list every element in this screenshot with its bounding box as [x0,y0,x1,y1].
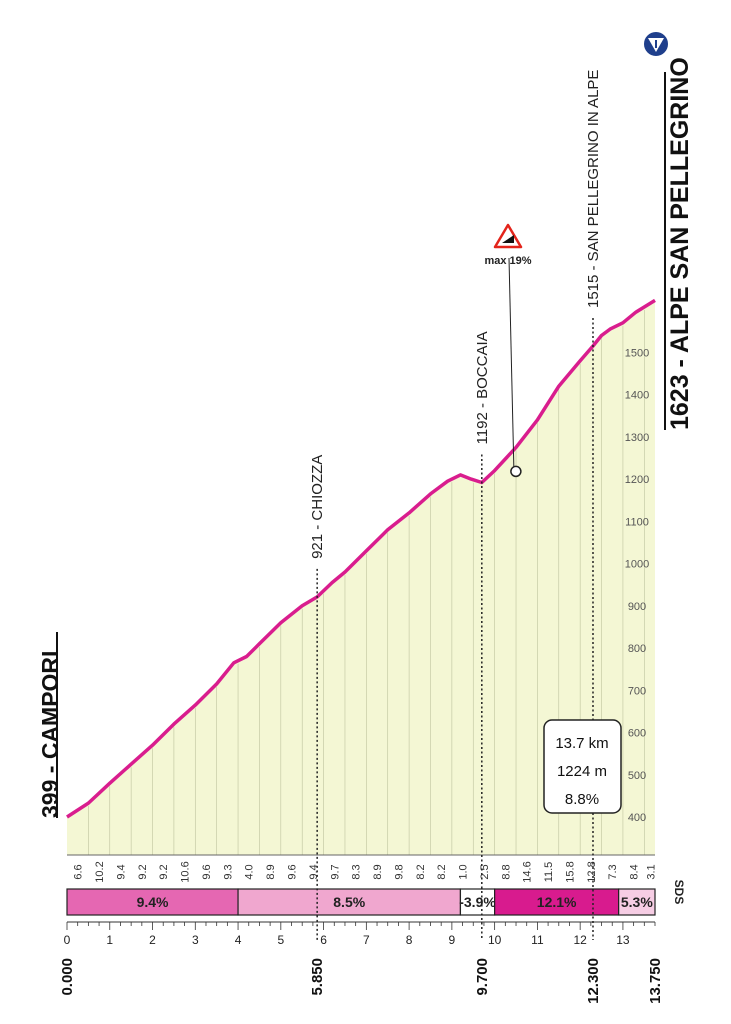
segment-gradient-label: 9.4 [115,864,127,879]
segment-gradient-label: 1.0 [458,864,470,879]
section-gradient-label: 5.3% [621,894,653,910]
waypoint-label: 921 - CHIOZZA [309,455,326,559]
segment-gradient-label: 8.2 [436,864,448,879]
summary-gain: 1224 m [557,763,607,780]
segment-gradient-label: 9.4 [308,864,320,879]
elevation-tick-label: 800 [628,643,646,655]
segment-gradient-label: 2.5 [479,864,491,879]
km-marker-label: 5.850 [309,958,326,996]
km-marker-label: 9.700 [474,958,491,996]
elevation-axis: 400 500 600 700 800 900 1000 1100 1200 1300 1400 15… [625,347,649,824]
segment-gradient-label: 10.2 [94,861,106,882]
elevation-tick-label: 1400 [625,390,649,402]
segment-gradient-label: 6.6 [73,864,85,879]
warning-triangle-icon [493,223,523,249]
section-gradient-label: 8.5% [333,894,365,910]
elevation-tick-label: 900 [628,601,646,613]
start-label: 399 - CAMPORI [37,651,63,818]
summary-average: 8.8% [565,791,599,808]
distance-tick-label: 12 [573,933,587,947]
summary-distance: 13.7 km [555,735,608,752]
elevation-tick-label: 1100 [625,516,649,528]
distance-axis: 0 1 2 3 4 5 6 7 8 9 10 11 12 13 [64,921,656,947]
segment-gradient-label: 9.7 [329,864,341,879]
elevation-area [67,300,655,855]
max-gradient-marker: max 19% [484,223,532,478]
segment-gradient-label: 4.0 [244,864,256,879]
waypoint-label: 1515 - SAN PELLEGRINO IN ALPE [585,70,602,308]
distance-tick-label: 3 [192,933,199,947]
distance-tick-label: 9 [449,933,456,947]
distance-tick-label: 5 [277,933,284,947]
max-gradient-point [510,465,522,478]
section-gradient-label: 12.1% [537,894,577,910]
distance-tick-label: 8 [406,933,413,947]
waypoints: 921 - CHIOZZA 1192 - BOCCAIA 1515 - SAN PE… [309,70,602,940]
slope-glyph [502,235,514,243]
distance-tick-label: 1 [106,933,113,947]
vertical-grid [88,309,645,855]
km-markers: 0.000 5.850 9.700 12.300 13.750 [59,958,664,1004]
elevation-tick-label: 500 [628,770,646,782]
segment-gradient-label: 14.6 [522,861,534,882]
summary-box: 13.7 km 1224 m 8.8% [543,719,622,814]
segment-gradient-label: 9.3 [222,864,234,879]
segment-gradient-label: 3.1 [646,864,658,879]
distance-tick-label: 0 [64,933,71,947]
segment-gradient-label: 11.5 [543,862,555,883]
elevation-tick-label: 1000 [625,559,649,571]
finish-label: 1623 - ALPE SAN PELLEGRINO [666,57,694,430]
segment-gradient-label: 9.8 [393,864,405,879]
section-block [494,888,620,916]
distance-tick-label: 10 [488,933,502,947]
summary-box-frame [543,719,622,814]
distance-tick-label: 11 [531,933,544,947]
section-block [618,888,656,916]
distance-tick-label: 13 [616,933,630,947]
sds-label: SDS [672,880,686,905]
elevation-tick-label: 1500 [625,347,649,359]
elevation-tick-label: 700 [628,685,646,697]
waypoint-label: 1192 - BOCCAIA [474,331,491,444]
segment-gradient-label: 8.3 [351,864,363,879]
segment-gradient-label: 8.8 [500,864,512,879]
section-bar: 9.4% 8.5% -3.9% 12.1% 5.3% [66,888,656,916]
segment-gradient-label: 8.4 [629,864,641,879]
elevation-tick-label: 400 [628,812,646,824]
km-marker-label: 0.000 [59,958,76,996]
max-gradient-leader [508,257,515,470]
distance-tick-label: 2 [149,933,156,947]
distance-tick-label: 4 [235,933,242,947]
section-gradient-label: -3.9% [459,894,496,910]
segment-gradient-label: 9.6 [201,864,213,879]
segment-gradient-label: 8.9 [372,864,384,879]
elevation-line [66,298,656,819]
kom-icon [642,30,670,58]
section-gradient-label: 9.4% [137,894,169,910]
segment-gradient-label: 9.6 [287,864,299,879]
max-gradient-label: max 19% [484,255,531,267]
elevation-tick-label: 600 [628,728,646,740]
segment-gradient-label: 8.9 [265,864,277,879]
segment-gradients: 6.6 10.2 9.4 9.2 9.2 10.6 9.6 9.3 4.0 8.9 9.6 9.4 9.… [73,861,658,882]
segment-gradient-label: 15.8 [564,861,576,882]
segment-gradient-label: 7.3 [607,864,619,879]
segment-gradient-label: 12.8 [586,861,598,882]
km-marker-label: 13.750 [647,958,664,1004]
segment-gradient-label: 8.2 [415,864,427,879]
distance-tick-label: 7 [363,933,370,947]
segment-gradient-label: 9.2 [137,864,149,879]
segment-gradient-label: 10.6 [180,861,192,882]
distance-tick-label: 6 [320,933,327,947]
km-marker-label: 12.300 [585,958,602,1004]
elevation-tick-label: 1200 [625,474,649,486]
segment-gradient-label: 9.2 [158,864,170,879]
elevation-tick-label: 1300 [625,432,649,444]
section-block [237,888,462,916]
section-block [459,888,496,916]
